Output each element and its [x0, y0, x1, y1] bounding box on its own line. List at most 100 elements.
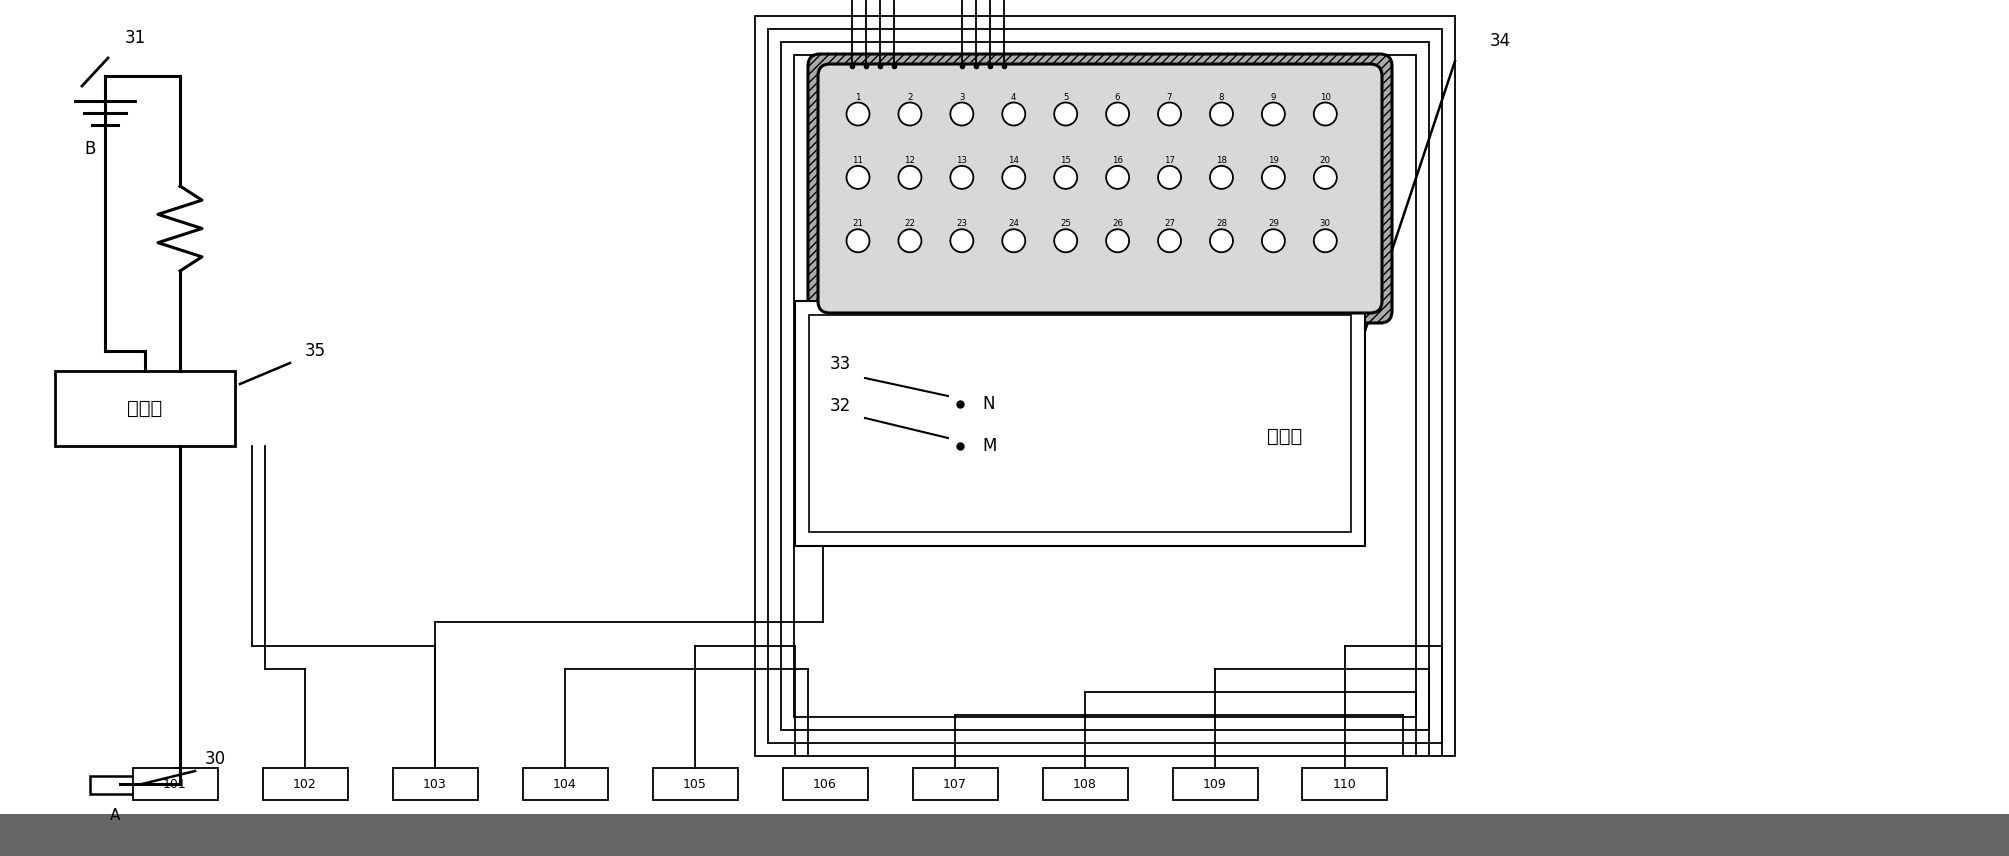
Circle shape [1262, 229, 1286, 253]
Circle shape [1002, 103, 1025, 126]
Text: 接收机: 接收机 [1268, 426, 1302, 445]
Text: 32: 32 [830, 397, 850, 415]
Bar [796, 301, 1364, 546]
Circle shape [898, 166, 922, 189]
Text: 2: 2 [908, 92, 912, 102]
Text: 107: 107 [942, 777, 966, 790]
Text: N: N [982, 395, 994, 413]
Circle shape [898, 103, 922, 126]
Circle shape [1262, 166, 1286, 189]
Circle shape [1157, 166, 1181, 189]
Text: 29: 29 [1268, 219, 1280, 229]
Text: 16: 16 [1113, 156, 1123, 165]
Bar [1302, 768, 1388, 800]
Text: 20: 20 [1320, 156, 1330, 165]
Bar [755, 16, 1455, 756]
Text: 14: 14 [1009, 156, 1019, 165]
Text: 22: 22 [904, 219, 916, 229]
Text: 102: 102 [293, 777, 317, 790]
Circle shape [1055, 166, 1077, 189]
Circle shape [950, 229, 972, 253]
Text: 19: 19 [1268, 156, 1280, 165]
Bar [54, 371, 235, 446]
FancyBboxPatch shape [818, 64, 1382, 313]
Text: 26: 26 [1113, 219, 1123, 229]
Text: 30: 30 [1320, 219, 1330, 229]
Text: 106: 106 [814, 777, 838, 790]
Bar [90, 776, 151, 794]
Text: 110: 110 [1334, 777, 1356, 790]
Text: 10: 10 [1320, 92, 1330, 102]
Circle shape [1107, 103, 1129, 126]
Circle shape [1262, 103, 1286, 126]
Bar [0, 814, 2009, 856]
FancyBboxPatch shape [808, 54, 1392, 323]
Bar [782, 768, 868, 800]
Bar [133, 768, 217, 800]
Bar [782, 42, 1428, 730]
Text: 35: 35 [305, 342, 325, 360]
Circle shape [950, 103, 972, 126]
Circle shape [1002, 229, 1025, 253]
Circle shape [1157, 229, 1181, 253]
Text: 6: 6 [1115, 92, 1121, 102]
Text: 109: 109 [1203, 777, 1227, 790]
Text: 30: 30 [205, 750, 225, 768]
Circle shape [1107, 229, 1129, 253]
Text: 8: 8 [1219, 92, 1223, 102]
Text: 21: 21 [852, 219, 864, 229]
Bar [263, 768, 348, 800]
Circle shape [1107, 166, 1129, 189]
Circle shape [1055, 103, 1077, 126]
Circle shape [1055, 229, 1077, 253]
Text: 11: 11 [852, 156, 864, 165]
Text: M: M [982, 437, 996, 455]
Bar [767, 29, 1442, 743]
Text: 12: 12 [904, 156, 916, 165]
Text: 1: 1 [856, 92, 860, 102]
Text: 27: 27 [1163, 219, 1175, 229]
Text: 104: 104 [552, 777, 577, 790]
Circle shape [1209, 166, 1234, 189]
Text: 24: 24 [1009, 219, 1019, 229]
Text: 28: 28 [1215, 219, 1227, 229]
Bar [810, 315, 1350, 532]
Text: 31: 31 [125, 29, 145, 47]
Circle shape [898, 229, 922, 253]
Text: 5: 5 [1063, 92, 1069, 102]
Text: 15: 15 [1061, 156, 1071, 165]
Circle shape [846, 166, 870, 189]
Text: 7: 7 [1167, 92, 1173, 102]
Text: 103: 103 [424, 777, 446, 790]
Circle shape [1209, 229, 1234, 253]
Circle shape [1157, 103, 1181, 126]
Text: 4: 4 [1011, 92, 1017, 102]
Circle shape [846, 103, 870, 126]
Circle shape [1209, 103, 1234, 126]
Circle shape [950, 166, 972, 189]
Bar [794, 55, 1416, 717]
Text: 9: 9 [1272, 92, 1276, 102]
Circle shape [1314, 229, 1336, 253]
Text: 3: 3 [958, 92, 964, 102]
Bar [522, 768, 607, 800]
Text: A: A [110, 809, 121, 823]
Text: 33: 33 [830, 355, 850, 373]
Circle shape [1314, 166, 1336, 189]
Text: 25: 25 [1061, 219, 1071, 229]
Circle shape [1002, 166, 1025, 189]
Text: 18: 18 [1215, 156, 1227, 165]
Text: 发射机: 发射机 [127, 399, 163, 418]
Circle shape [1314, 103, 1336, 126]
Bar [1043, 768, 1127, 800]
Text: 23: 23 [956, 219, 968, 229]
Bar [912, 768, 998, 800]
Bar [1173, 768, 1258, 800]
Text: 17: 17 [1163, 156, 1175, 165]
Text: 34: 34 [1489, 32, 1511, 50]
Text: 101: 101 [163, 777, 187, 790]
Text: 108: 108 [1073, 777, 1097, 790]
Bar [392, 768, 478, 800]
Text: B: B [84, 140, 96, 158]
Text: 105: 105 [683, 777, 707, 790]
